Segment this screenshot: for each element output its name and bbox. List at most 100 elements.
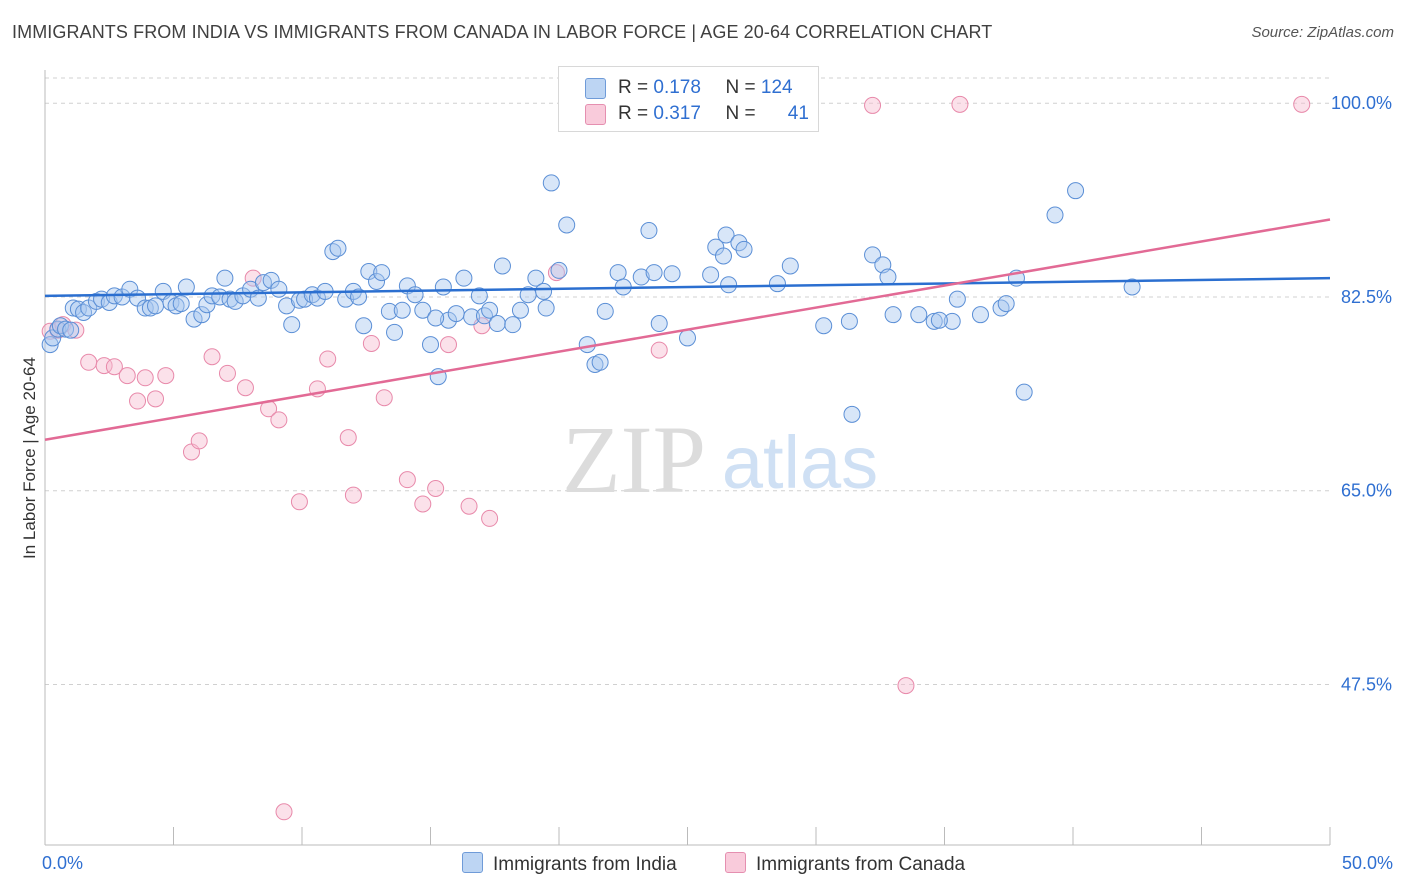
india-point — [278, 297, 296, 315]
india-point — [283, 316, 301, 334]
india-r-label: R = — [618, 77, 649, 98]
india-swatch — [585, 78, 606, 99]
y-tick-label: 100.0% — [1331, 93, 1392, 113]
india-point — [596, 302, 614, 320]
axes — [44, 70, 1331, 846]
india-points — [41, 174, 1141, 423]
india-point — [1015, 383, 1033, 401]
india-point — [645, 264, 663, 282]
india-point — [447, 305, 465, 323]
india-point — [511, 301, 529, 319]
india-point — [864, 246, 882, 264]
india-point — [714, 247, 732, 265]
india-point — [840, 312, 858, 330]
y-tick-label: 47.5% — [1341, 674, 1392, 694]
india-point — [193, 306, 211, 324]
india-point — [350, 288, 368, 306]
canada-point — [460, 497, 478, 515]
y-tick-label: 82.5% — [1341, 287, 1392, 307]
india-point — [355, 317, 373, 335]
india-point — [971, 306, 989, 324]
india-point — [493, 257, 511, 275]
canada-point — [427, 480, 445, 497]
india-point — [537, 299, 555, 317]
india-point — [884, 306, 902, 324]
india-r-value: 0.178 — [653, 77, 701, 98]
canada-point — [147, 390, 165, 408]
india-point — [992, 299, 1010, 317]
canada-trend-line — [44, 218, 1331, 442]
india-point — [488, 315, 506, 333]
legend-india-text: R = 0.178 N = 124 — [618, 77, 793, 99]
india-point — [781, 257, 799, 275]
canada-point — [414, 495, 432, 513]
india-point — [1123, 278, 1141, 296]
india-point — [406, 286, 424, 304]
india-n-label: N = — [725, 77, 756, 98]
india-point — [216, 269, 234, 287]
canada-point — [481, 509, 499, 527]
india-point — [578, 336, 596, 354]
india-point — [768, 275, 786, 293]
bottom-canada-swatch — [725, 852, 746, 873]
india-trend-line — [44, 276, 1331, 298]
bottom-legend-india: Immigrants from India — [462, 852, 677, 876]
trend-lines — [44, 218, 1331, 442]
canada-point — [244, 269, 262, 287]
india-point — [386, 323, 404, 341]
india-point — [324, 243, 342, 261]
india-point — [925, 312, 943, 330]
india-point — [1067, 182, 1085, 200]
india-point — [368, 272, 386, 290]
india-point — [550, 261, 568, 279]
india-point — [41, 336, 59, 354]
source-credit: Source: ZipAtlas.com — [1251, 24, 1394, 41]
india-point — [51, 317, 69, 335]
canada-point — [375, 389, 393, 407]
canada-swatch — [585, 104, 606, 125]
canada-point — [398, 471, 416, 489]
india-point — [373, 264, 391, 282]
canada-point — [344, 486, 362, 504]
india-point — [380, 302, 398, 320]
legend-canada-text: R = 0.317 N = 41 — [618, 103, 809, 125]
gridlines — [45, 77, 1330, 685]
india-point — [147, 297, 165, 315]
canada-n-value: 41 — [787, 103, 809, 124]
canada-point — [864, 96, 882, 114]
x-tick-label-min: 0.0% — [42, 853, 83, 873]
bottom-india-label: Immigrants from India — [493, 854, 677, 875]
chart-title: IMMIGRANTS FROM INDIA VS IMMIGRANTS FROM… — [12, 22, 993, 42]
india-point — [75, 303, 93, 321]
india-point — [62, 321, 80, 339]
india-point — [943, 312, 961, 330]
india-n-value: 124 — [760, 77, 793, 98]
india-point — [843, 405, 861, 423]
canada-point — [80, 353, 98, 371]
canada-point — [275, 803, 293, 821]
canada-point — [362, 334, 380, 352]
india-point — [481, 301, 499, 319]
india-point — [558, 216, 576, 234]
canada-point — [339, 429, 357, 447]
india-point — [527, 269, 545, 287]
india-point — [422, 336, 439, 354]
india-point — [717, 226, 735, 244]
canada-point — [319, 350, 337, 368]
canada-point — [136, 369, 154, 387]
india-point — [632, 268, 650, 286]
india-point — [640, 222, 658, 240]
india-point — [910, 306, 928, 324]
canada-point — [105, 358, 123, 376]
india-point — [702, 266, 720, 284]
india-point — [434, 278, 452, 296]
watermark: ZIP atlas — [562, 406, 878, 513]
india-point — [679, 329, 696, 347]
canada-point — [236, 379, 254, 397]
canada-point — [290, 493, 308, 511]
canada-point — [951, 95, 969, 113]
canada-point — [203, 348, 221, 366]
india-point — [463, 308, 481, 326]
canada-point — [270, 411, 288, 429]
